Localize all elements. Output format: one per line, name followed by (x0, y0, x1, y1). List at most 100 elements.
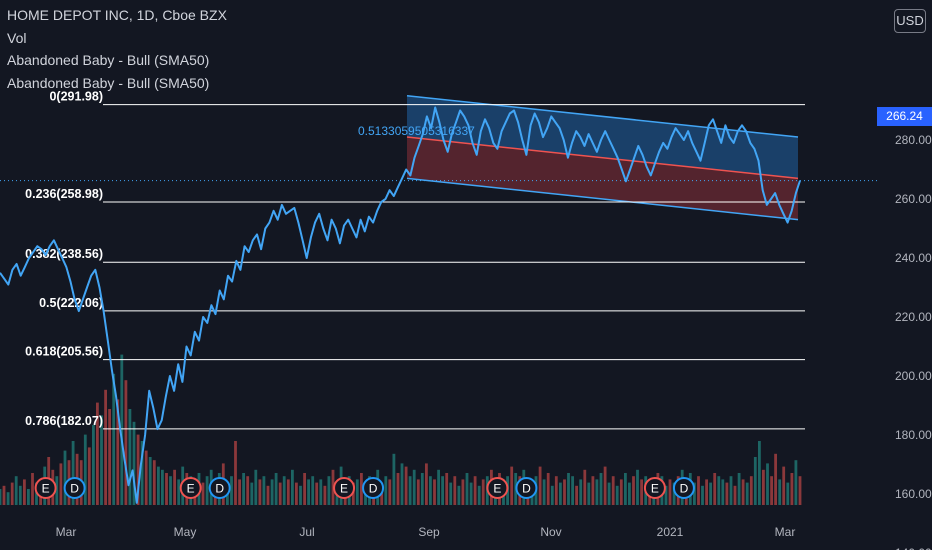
volume-bar (140, 441, 144, 505)
event-circle (672, 477, 695, 499)
volume-bar (258, 479, 262, 505)
volume-bar (554, 476, 558, 505)
volume-bar (786, 482, 790, 505)
volume-bar (327, 476, 331, 505)
volume-bar (242, 473, 245, 505)
event-circle (486, 477, 509, 499)
volume-bar (295, 482, 298, 505)
fib-label: 0.618(205.56) (25, 345, 103, 359)
volume-bar (116, 399, 120, 505)
volume-bar (538, 466, 542, 505)
dividend-marker[interactable]: D (362, 477, 385, 499)
dividend-marker[interactable]: D (672, 477, 695, 499)
volume-bar (461, 479, 465, 505)
volume-bar (587, 482, 591, 505)
volume-bar (2, 485, 6, 505)
volume-bar (445, 473, 449, 505)
volume-bar (201, 482, 205, 505)
volume-bar (323, 485, 327, 505)
volume-bar (481, 479, 485, 505)
channel-lower-line (406, 177, 799, 221)
volume-bar (6, 492, 10, 505)
volume-bar (672, 482, 676, 505)
earnings-marker[interactable]: E (179, 477, 202, 499)
volume-bar (717, 476, 721, 505)
event-letter: D (215, 482, 224, 496)
volume-bar (473, 476, 477, 505)
volume-bar (104, 389, 107, 505)
volume-bar (632, 476, 635, 505)
y-tick-label: 240.00 (895, 251, 932, 265)
indicator-label[interactable]: Abandoned Baby - Bull (SMA50) (7, 52, 210, 68)
price-line (0, 106, 801, 504)
volume-bar (579, 479, 583, 505)
volume-bar (737, 473, 741, 505)
volume-bar (124, 380, 128, 505)
volume-bar (762, 469, 765, 505)
y-tick-label: 280.00 (895, 133, 932, 147)
volume-bar (433, 479, 436, 505)
volume-bar (165, 473, 168, 505)
volume-bar (611, 476, 615, 505)
volume-bar (18, 485, 22, 505)
volume-bar (429, 476, 432, 505)
volume-bar (238, 479, 241, 505)
volume-bar (624, 473, 627, 505)
volume-indicator-label[interactable]: Vol (7, 29, 27, 46)
earnings-marker[interactable]: E (643, 477, 666, 499)
volume-bar (100, 415, 103, 505)
volume-bar (59, 463, 63, 505)
volume-bar (563, 479, 566, 505)
y-tick-label: 160.00 (895, 487, 932, 501)
event-circle (34, 477, 57, 499)
volume-bar (234, 441, 237, 505)
volume-bar (567, 473, 570, 505)
volume-bar (388, 479, 392, 505)
volume-bar (774, 453, 777, 505)
volume-bar (599, 473, 603, 505)
volume-bar (603, 466, 607, 505)
volume-bar (741, 479, 745, 505)
volume-bar (307, 479, 310, 505)
volume-bar (453, 476, 457, 505)
volume-bar (510, 466, 514, 505)
volume-bar (628, 482, 631, 505)
symbol-title[interactable]: HOME DEPOT INC, 1D, Cboe BZX (7, 7, 227, 23)
earnings-marker[interactable]: E (34, 477, 57, 499)
volume-bar (246, 476, 250, 505)
dividend-marker[interactable]: D (63, 477, 86, 499)
volume-bar (10, 482, 14, 505)
indicator-label[interactable]: Abandoned Baby - Bull (SMA50) (7, 74, 210, 91)
dividend-marker[interactable]: D (208, 477, 231, 499)
x-tick-label: Jul (299, 525, 314, 539)
volume-bar (136, 434, 140, 505)
earnings-marker[interactable]: E (486, 477, 509, 499)
volume-bar (87, 447, 91, 505)
volume-bar (315, 482, 319, 505)
event-letter: E (493, 482, 501, 496)
volume-bar (169, 476, 172, 505)
volume-bar (457, 485, 461, 505)
volume-bar (157, 466, 160, 505)
volume-bar (250, 482, 254, 505)
volume-bar (766, 463, 769, 505)
volume-bar (546, 473, 550, 505)
channel-label: 0.5133059505316337 (358, 124, 475, 138)
volume-bar (319, 479, 323, 505)
fib-label: 0.382(238.56) (25, 247, 103, 261)
volume-bar (55, 476, 59, 505)
volume-bar (412, 469, 416, 505)
volume-bar (128, 409, 132, 505)
volume-bar (416, 479, 420, 505)
volume-bar (148, 457, 152, 505)
dividend-marker[interactable]: D (515, 477, 538, 499)
volume-bar (640, 479, 643, 505)
volume-bar (132, 421, 136, 505)
earnings-marker[interactable]: E (333, 477, 356, 499)
x-tick-label: Sep (418, 525, 440, 539)
volume-bar (758, 441, 761, 505)
event-letter: D (369, 482, 378, 496)
currency-button[interactable]: USD (894, 9, 926, 33)
